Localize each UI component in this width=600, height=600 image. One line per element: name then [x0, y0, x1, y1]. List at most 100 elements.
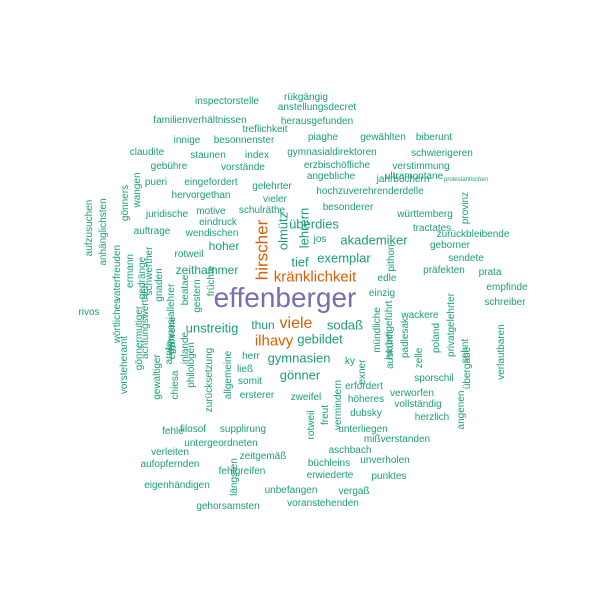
cloud-word: provinz [460, 191, 471, 225]
cloud-word: sporschil [414, 373, 454, 384]
cloud-word: büchleins [307, 458, 351, 469]
cloud-word: herr [242, 351, 260, 362]
cloud-word: olmütz [275, 211, 291, 251]
cloud-word: claudite [129, 147, 165, 158]
cloud-word: akademiker [340, 232, 408, 248]
cloud-word: dubsky [350, 408, 382, 419]
cloud-word: besonnenster [213, 135, 275, 146]
cloud-word: hervorgethan [171, 190, 231, 201]
cloud-word: poland [431, 322, 442, 354]
cloud-word: höheres [347, 394, 385, 405]
cloud-word: pueri [144, 177, 168, 188]
cloud-word: exemplar [317, 250, 371, 266]
cloud-word: wackere [401, 310, 439, 321]
cloud-word: erfordert [345, 381, 383, 392]
cloud-word: unterliegen [338, 424, 388, 435]
cloud-word: zelle [414, 347, 425, 369]
cloud-word: verworfen [390, 388, 434, 399]
cloud-word: voranstehenden [287, 498, 359, 509]
cloud-word: sodaß [326, 317, 364, 333]
cloud-word: früchte [206, 265, 217, 297]
cloud-word: tractates [412, 223, 452, 234]
cloud-word: vaterfreuden [112, 244, 123, 302]
cloud-word: gnaden [154, 268, 165, 302]
cloud-word: protestantischen [443, 177, 489, 183]
cloud-word: pithon [386, 244, 397, 272]
cloud-word: angenen [456, 390, 467, 430]
cloud-word: aufopfernden [140, 459, 200, 470]
cloud-word: eindruck [199, 217, 237, 228]
cloud-word: ultramontane [384, 171, 444, 182]
cloud-word: empfinde [486, 282, 528, 293]
cloud-word: gönner [279, 367, 321, 383]
cloud-word: staunen [190, 150, 226, 161]
cloud-word: auftrage [133, 226, 171, 237]
cloud-word: vollständig [394, 399, 442, 410]
cloud-word: unverholen [360, 455, 410, 466]
cloud-word: supplirung [219, 424, 267, 435]
cloud-word: gewählten [360, 132, 406, 143]
cloud-word: gestern [192, 279, 203, 313]
cloud-word: auskunft [385, 331, 396, 369]
cloud-word: zeitgemäß [239, 451, 287, 462]
cloud-word: gebildet [297, 331, 343, 347]
cloud-word: beatae [180, 274, 191, 306]
cloud-word: hoher [208, 239, 240, 253]
cloud-word: angebliche [306, 171, 356, 182]
cloud-word: wangen [132, 172, 143, 208]
cloud-word: gehorsamsten [196, 501, 260, 512]
cloud-word: philologen [186, 342, 197, 388]
cloud-word: ermann [125, 254, 136, 288]
cloud-word: anstellungsdecret [277, 102, 357, 113]
cloud-word: übergabe [462, 346, 473, 390]
cloud-word: vorsteheramt [119, 335, 130, 395]
cloud-word: privatgelehrter [446, 293, 457, 357]
cloud-word: fehle [162, 426, 184, 437]
cloud-word: gönners [120, 184, 131, 222]
cloud-word: überdies [289, 216, 339, 232]
cloud-word: jahrbüchern [376, 174, 430, 185]
cloud-word: hochzuverehrenderdelle [316, 186, 424, 197]
cloud-word: unbefangen [264, 485, 318, 496]
cloud-word: rivos [78, 307, 100, 318]
cloud-word: anhänglichsten [98, 198, 109, 266]
cloud-word: biberunt [415, 132, 453, 143]
cloud-word: präfekten [423, 265, 465, 276]
cloud-word: punktes [371, 471, 407, 482]
cloud-word: zweifel [290, 392, 322, 403]
cloud-word: einzig [368, 288, 396, 299]
cloud-word: rotweil [174, 249, 204, 260]
cloud-word: gebühre [150, 161, 188, 172]
cloud-word: vermindern [333, 379, 344, 431]
cloud-word: verleiten [151, 447, 189, 458]
cloud-word: schulräthe [238, 205, 286, 216]
cloud-word: vergaß [338, 486, 370, 497]
cloud-word: aschbach [328, 445, 372, 456]
cloud-word: gelehrter [252, 181, 292, 192]
cloud-word: mißverstanden [363, 434, 431, 445]
cloud-word: arnte [164, 341, 175, 365]
cloud-word: kränklichkeit [273, 268, 357, 286]
cloud-word: verstimmung [392, 161, 450, 172]
cloud-word: sendete [448, 253, 484, 264]
cloud-word: prata [478, 267, 502, 278]
cloud-word: familienverhältnissen [153, 115, 247, 126]
cloud-word: gönnermutiger [134, 305, 145, 371]
cloud-word: eingefordert [184, 177, 238, 188]
cloud-word: somit [238, 376, 262, 387]
cloud-word: effenberger [213, 282, 357, 313]
cloud-word: zurücksetzung [204, 347, 215, 413]
cloud-word: jos [313, 234, 327, 245]
cloud-word: hirscher [252, 219, 272, 281]
cloud-word: chiesa [170, 370, 181, 400]
cloud-word: allgemeine [223, 350, 234, 400]
cloud-word: fehlgreifen [218, 466, 266, 477]
cloud-word: index [245, 150, 269, 161]
cloud-word: herzlich [414, 412, 450, 423]
cloud-word: geborner [429, 240, 471, 251]
cloud-word: unstreitig [185, 320, 239, 336]
cloud-word: ersterer [239, 390, 275, 401]
cloud-word: inspectorstelle [195, 96, 259, 107]
cloud-word: viele [279, 315, 313, 332]
